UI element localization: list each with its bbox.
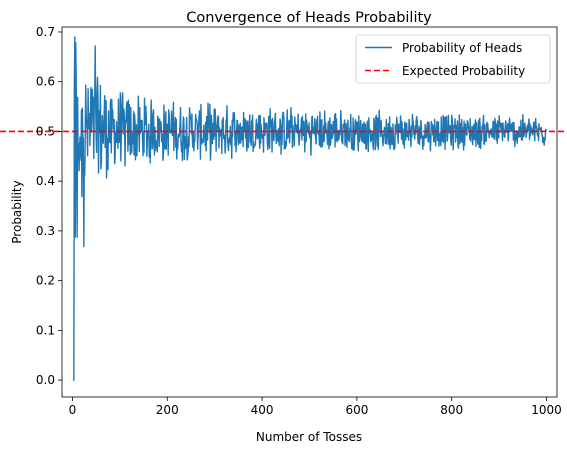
x-tick-label: 200 <box>156 403 179 417</box>
x-tick-label: 600 <box>345 403 368 417</box>
y-axis-label: Probability <box>10 180 24 243</box>
y-tick-label: 0.4 <box>36 174 55 188</box>
x-axis-label: Number of Tosses <box>256 430 362 444</box>
y-tick-label: 0.7 <box>36 25 55 39</box>
legend: Probability of Heads Expected Probabilit… <box>355 34 551 84</box>
x-tick-label: 1000 <box>531 403 562 417</box>
chart-title: Convergence of Heads Probability <box>186 10 432 26</box>
legend-label-expected: Expected Probability <box>402 64 525 78</box>
y-tick-label: 0.0 <box>36 373 55 387</box>
y-tick-label: 0.5 <box>36 124 55 138</box>
x-axis: 0 200 400 600 800 1000 <box>69 397 562 417</box>
x-tick-label: 0 <box>69 403 77 417</box>
y-tick-label: 0.1 <box>36 323 55 337</box>
x-tick-label: 400 <box>251 403 274 417</box>
plot-frame <box>61 26 558 398</box>
x-tick-label: 800 <box>440 403 463 417</box>
plot-area <box>0 36 567 381</box>
y-axis: 0.0 0.1 0.2 0.3 0.4 0.5 0.6 0.7 <box>36 25 62 387</box>
series-line-heads <box>72 36 548 381</box>
y-tick-label: 0.2 <box>36 274 55 288</box>
y-tick-label: 0.3 <box>36 224 55 238</box>
legend-label-heads: Probability of Heads <box>402 41 522 55</box>
legend-box <box>355 34 551 84</box>
y-tick-label: 0.6 <box>36 75 55 89</box>
